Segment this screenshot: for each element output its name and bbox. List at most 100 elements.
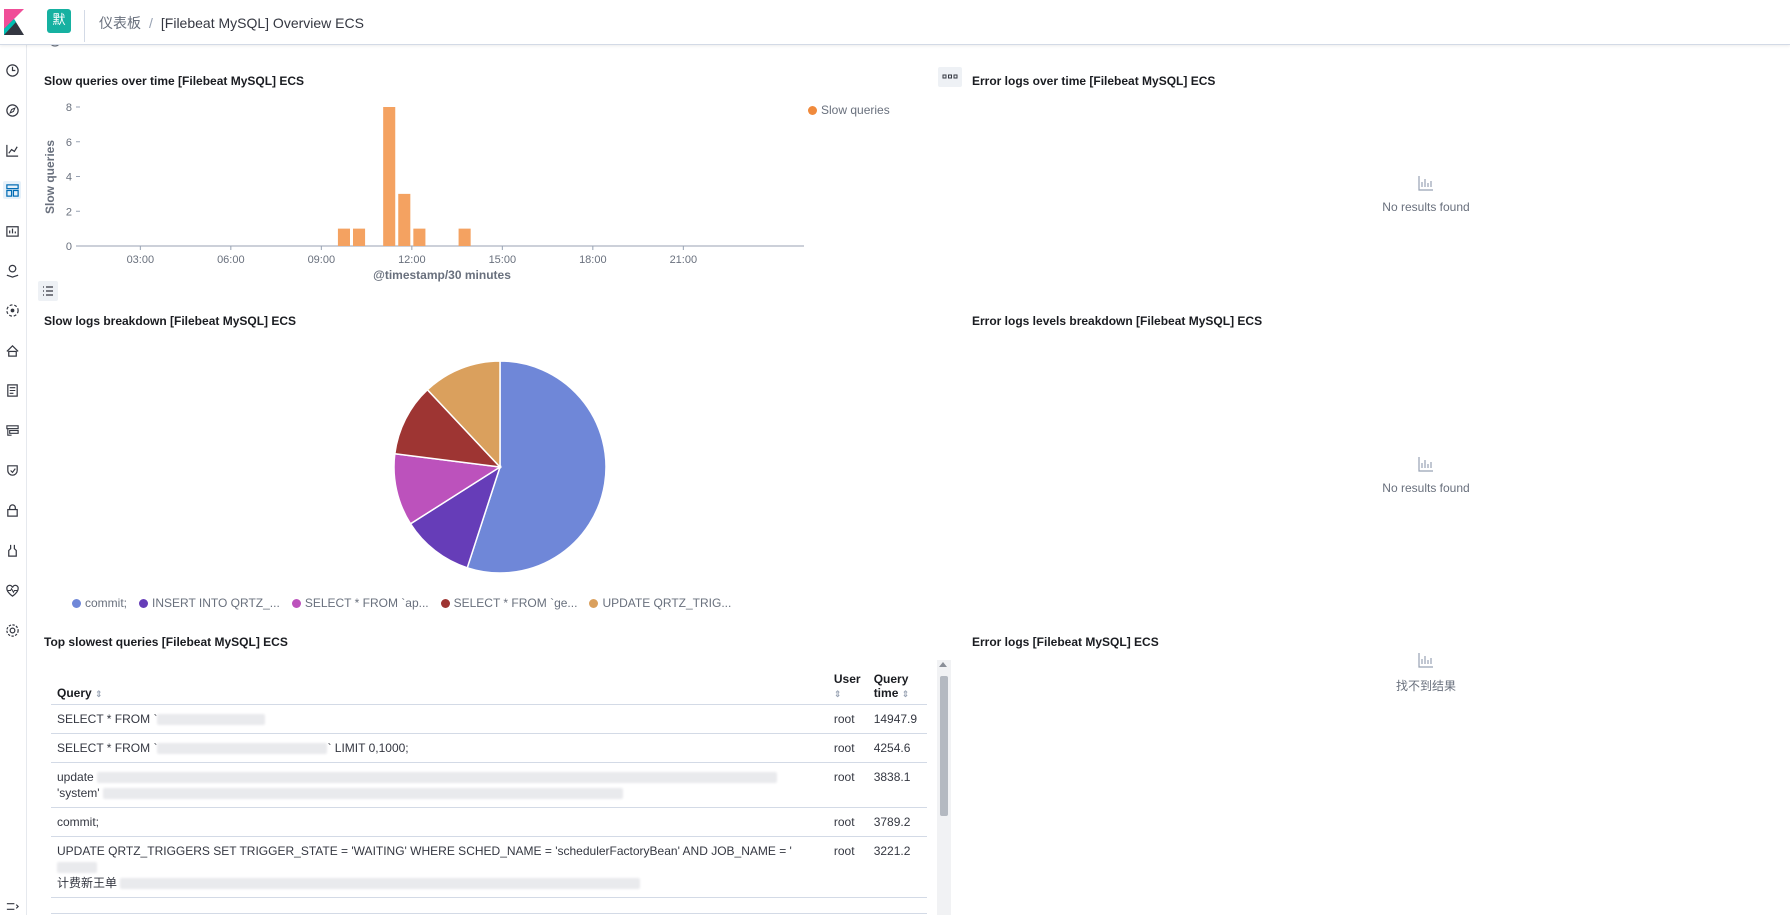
y-tick-label: 0: [66, 241, 72, 253]
time-cell: 3838.1: [867, 762, 927, 808]
user-cell: root: [827, 762, 868, 808]
sort-icon: ⇕: [901, 689, 910, 699]
bar-1330[interactable]: [458, 228, 471, 246]
bar-1000[interactable]: [353, 228, 366, 246]
legend-dot: [440, 598, 450, 608]
slow-queries-bar-chart: 0 2 4 6 8 03:00 06:00 09:00 12:00 15:00 18:00 21:0…: [43, 102, 804, 282]
query-cell: update 'system': [51, 762, 828, 808]
breadcrumb-separator: /: [149, 15, 153, 31]
legend-item-2[interactable]: SELECT * FROM `ap...: [291, 596, 429, 610]
user-cell: root: [827, 807, 868, 837]
y-tick-label: 8: [66, 102, 72, 114]
breadcrumb: 仪表板 / [Filebeat MySQL] Overview ECS: [99, 13, 364, 33]
bar-0930[interactable]: [337, 228, 350, 246]
table-row[interactable]: SELECT * FROM ` root 14947.9: [51, 704, 927, 734]
column-header-query-time[interactable]: Query time ⇕: [867, 668, 927, 705]
space-avatar[interactable]: 默: [47, 9, 71, 33]
legend-label: Slow queries: [821, 103, 890, 117]
legend-item-slow-queries[interactable]: Slow queries: [808, 103, 890, 117]
apm-icon[interactable]: [3, 421, 21, 439]
y-axis-label: Slow queries: [43, 140, 57, 214]
siem-icon[interactable]: [3, 501, 21, 519]
table-row[interactable]: update 'system' root 3838.1: [51, 762, 927, 808]
legend-dot: [808, 105, 817, 115]
panel-options-button[interactable]: [938, 67, 962, 87]
pie-chart-legend: commit; INSERT INTO QRTZ_... SELECT * FROM…: [72, 596, 731, 610]
legend-item-0[interactable]: commit;: [72, 596, 127, 610]
redacted-text: [102, 788, 623, 800]
header-divider: [84, 10, 85, 42]
pie-slice-0[interactable]: [466, 360, 607, 574]
bar-1200[interactable]: [413, 228, 426, 246]
table-row[interactable]: UPDATE QRTZ_TRIGGERS SET TRIGGER_STATE =…: [51, 836, 927, 898]
legend-label: UPDATE QRTZ_TRIG...: [602, 596, 732, 610]
pie-slice-2[interactable]: [393, 452, 503, 525]
breadcrumb-dashboards[interactable]: 仪表板: [99, 15, 141, 31]
compass-icon[interactable]: [3, 101, 21, 119]
pie-slice-3[interactable]: [393, 388, 502, 469]
pie-slice-4[interactable]: [426, 360, 501, 469]
slowest-queries-table: Query ⇕ User ⇕ Query time ⇕ SELECT * FROM…: [51, 668, 927, 898]
time-cell: 3221.2: [867, 836, 927, 898]
redacted-text: [157, 743, 328, 755]
no-results-error-logs: 找不到结果: [1316, 651, 1536, 694]
user-cell: root: [827, 704, 868, 734]
maps-icon[interactable]: [3, 261, 21, 279]
legend-dot: [589, 598, 599, 608]
redacted-text: [57, 862, 97, 874]
user-cell: root: [827, 733, 868, 763]
slow-logs-pie-chart: [393, 360, 607, 574]
table-row[interactable]: SELECT * FROM ` ` LIMIT 0,1000; root 4254…: [51, 733, 927, 763]
legend-item-1[interactable]: INSERT INTO QRTZ_...: [139, 596, 280, 610]
clock-icon[interactable]: [3, 61, 21, 79]
bar-1130[interactable]: [398, 193, 411, 246]
time-cell: 4254.6: [867, 733, 927, 763]
x-tick-label: 12:00: [398, 254, 426, 266]
scroll-up-arrow[interactable]: [939, 662, 947, 667]
legend-item-3[interactable]: SELECT * FROM `ge...: [440, 596, 578, 610]
bar-1100[interactable]: [383, 107, 396, 246]
no-results-error-levels: No results found: [1316, 455, 1536, 495]
y-tick-label: 6: [66, 137, 72, 149]
legend-dot: [139, 598, 148, 608]
legend-label: SELECT * FROM `ge...: [453, 596, 578, 610]
redacted-text: [157, 714, 266, 726]
legend-label: commit;: [85, 596, 127, 610]
panel-title-slow-breakdown: Slow logs breakdown [Filebeat MySQL] ECS: [44, 314, 297, 328]
devtools-icon[interactable]: [3, 541, 21, 559]
kibana-logo[interactable]: [2, 9, 26, 35]
logs-icon[interactable]: [3, 381, 21, 399]
scrollbar-thumb[interactable]: [940, 676, 948, 816]
collapse-nav-icon[interactable]: [3, 897, 21, 915]
legend-toggle-button[interactable]: [38, 281, 58, 301]
sort-icon: ⇕: [95, 689, 103, 699]
query-cell: SELECT * FROM `: [51, 704, 828, 734]
x-tick-label: 18:00: [579, 254, 607, 266]
top-header: 默 仪表板 / [Filebeat MySQL] Overview ECS: [0, 0, 1790, 45]
column-header-user[interactable]: User ⇕: [827, 668, 868, 705]
monitoring-icon[interactable]: [3, 581, 21, 599]
dashboard-icon[interactable]: [3, 181, 21, 199]
management-icon[interactable]: [3, 621, 21, 639]
user-cell: root: [827, 836, 868, 898]
no-results-error-over-time: No results found: [1316, 174, 1536, 214]
canvas-icon[interactable]: [3, 221, 21, 239]
legend-dot: [291, 598, 301, 608]
time-cell: 14947.9: [867, 704, 927, 734]
legend-label: INSERT INTO QRTZ_...: [152, 596, 280, 610]
column-header-query[interactable]: Query ⇕: [51, 668, 828, 705]
table-row[interactable]: commit; root 3789.2: [51, 807, 927, 837]
x-tick-label: 21:00: [670, 254, 698, 266]
x-axis-label: @timestamp/30 minutes: [373, 268, 511, 282]
infrastructure-icon[interactable]: [3, 341, 21, 359]
ml-icon[interactable]: [3, 301, 21, 319]
uptime-icon[interactable]: [3, 461, 21, 479]
query-cell: SELECT * FROM ` ` LIMIT 0,1000;: [51, 733, 828, 763]
pie-slice-1[interactable]: [409, 465, 502, 569]
legend-item-4[interactable]: UPDATE QRTZ_TRIG...: [589, 596, 731, 610]
visualization-icon: [1418, 457, 1433, 472]
table-scrollbar[interactable]: [937, 660, 951, 915]
redacted-text: [97, 772, 778, 784]
visualize-icon[interactable]: [3, 141, 21, 159]
ellipsis-icon: [942, 74, 958, 79]
